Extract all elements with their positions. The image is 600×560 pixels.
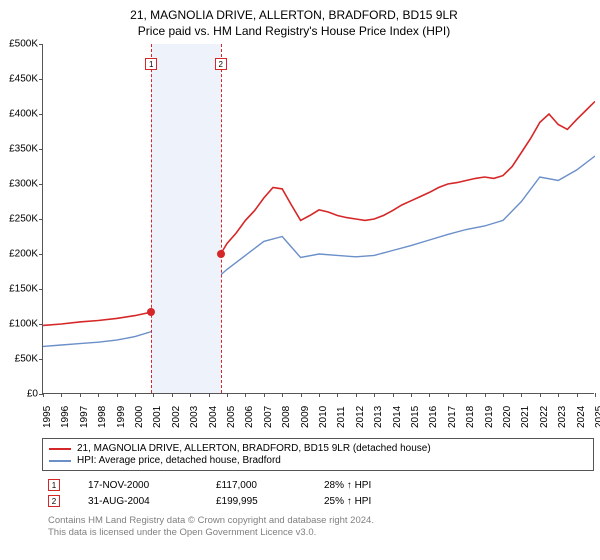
footer-line1: Contains HM Land Registry data © Crown c… — [48, 515, 588, 527]
y-tick-label: £200K — [9, 249, 38, 260]
sale-marker-line — [221, 44, 222, 393]
y-tick-label: £100K — [9, 319, 38, 330]
x-tick-label: 2025 — [594, 406, 600, 428]
legend-swatch — [49, 460, 71, 462]
transaction-hpi-delta: 28% ↑ HPI — [324, 480, 371, 491]
sale-point-dot — [147, 308, 155, 316]
title-subtitle: Price paid vs. HM Land Registry's House … — [0, 24, 588, 38]
x-tick-label: 2021 — [520, 406, 531, 428]
legend-label: 21, MAGNOLIA DRIVE, ALLERTON, BRADFORD, … — [77, 443, 431, 454]
x-tick-label: 2015 — [410, 406, 421, 428]
transaction-marker: 2 — [48, 495, 60, 507]
x-tick-label: 2000 — [134, 406, 145, 428]
chart-container: 21, MAGNOLIA DRIVE, ALLERTON, BRADFORD, … — [0, 0, 600, 544]
x-tick-label: 2012 — [355, 406, 366, 428]
x-axis: 1995 1996 1997 1998 1999 2000 2001 2002 2003 2004… — [42, 396, 594, 432]
transaction-date: 31-AUG-2004 — [88, 496, 188, 507]
legend-swatch — [49, 448, 71, 450]
x-tick-label: 2020 — [502, 406, 513, 428]
x-tick-label: 1999 — [116, 406, 127, 428]
transaction-price: £117,000 — [216, 480, 296, 491]
y-tick-label: £350K — [9, 144, 38, 155]
sale-point-dot — [217, 250, 225, 258]
sale-marker-line — [151, 44, 152, 393]
transaction-row: 2 31-AUG-2004 £199,995 25% ↑ HPI — [42, 493, 594, 509]
y-tick-label: £250K — [9, 214, 38, 225]
y-axis: £0£50K£100K£150K£200K£250K£300K£350K£400… — [0, 44, 40, 394]
x-tick-label: 2024 — [576, 406, 587, 428]
x-tick-label: 1996 — [60, 406, 71, 428]
y-tick-label: £300K — [9, 179, 38, 190]
x-tick-label: 1997 — [79, 406, 90, 428]
x-tick-label: 2022 — [539, 406, 550, 428]
transaction-row: 1 17-NOV-2000 £117,000 28% ↑ HPI — [42, 477, 594, 493]
sale-marker-box: 1 — [145, 58, 157, 70]
legend-label: HPI: Average price, detached house, Brad… — [77, 455, 281, 466]
y-tick-label: £150K — [9, 284, 38, 295]
plot-area: £0£50K£100K£150K£200K£250K£300K£350K£400… — [42, 44, 594, 394]
y-tick-label: £450K — [9, 74, 38, 85]
sale-marker-box: 2 — [215, 58, 227, 70]
title-block: 21, MAGNOLIA DRIVE, ALLERTON, BRADFORD, … — [0, 8, 588, 38]
x-tick-label: 2016 — [428, 406, 439, 428]
legend: 21, MAGNOLIA DRIVE, ALLERTON, BRADFORD, … — [42, 438, 594, 471]
series-line-property — [43, 101, 595, 325]
x-tick-label: 1995 — [42, 406, 53, 428]
y-tick-label: £0 — [27, 389, 38, 400]
x-tick-label: 2005 — [226, 406, 237, 428]
title-address: 21, MAGNOLIA DRIVE, ALLERTON, BRADFORD, … — [0, 8, 588, 22]
footer: Contains HM Land Registry data © Crown c… — [42, 515, 594, 540]
x-tick-label: 2017 — [447, 406, 458, 428]
x-tick-label: 1998 — [97, 406, 108, 428]
x-tick-label: 2008 — [281, 406, 292, 428]
x-tick-label: 2019 — [484, 406, 495, 428]
legend-item: 21, MAGNOLIA DRIVE, ALLERTON, BRADFORD, … — [49, 443, 587, 454]
series-line-hpi — [43, 156, 595, 346]
x-tick-label: 2013 — [373, 406, 384, 428]
shaded-date-band — [151, 44, 221, 393]
x-tick-label: 2004 — [208, 406, 219, 428]
x-tick-label: 2006 — [244, 406, 255, 428]
x-tick-label: 2010 — [318, 406, 329, 428]
transaction-price: £199,995 — [216, 496, 296, 507]
x-tick-label: 2001 — [152, 406, 163, 428]
x-tick-label: 2014 — [392, 406, 403, 428]
x-tick-label: 2007 — [263, 406, 274, 428]
y-tick-label: £500K — [9, 39, 38, 50]
legend-item: HPI: Average price, detached house, Brad… — [49, 455, 587, 466]
footer-line2: This data is licensed under the Open Gov… — [48, 527, 588, 539]
y-tick-label: £50K — [15, 354, 38, 365]
transaction-date: 17-NOV-2000 — [88, 480, 188, 491]
x-tick-label: 2002 — [171, 406, 182, 428]
transaction-table: 1 17-NOV-2000 £117,000 28% ↑ HPI 2 31-AUG-200… — [42, 477, 594, 509]
x-tick-label: 2011 — [336, 406, 347, 428]
x-tick-label: 2003 — [189, 406, 200, 428]
x-tick-label: 2009 — [300, 406, 311, 428]
plot-svg — [43, 44, 595, 394]
x-tick-label: 2018 — [465, 406, 476, 428]
transaction-hpi-delta: 25% ↑ HPI — [324, 496, 371, 507]
y-tick-label: £400K — [9, 109, 38, 120]
x-tick-label: 2023 — [557, 406, 568, 428]
transaction-marker: 1 — [48, 479, 60, 491]
plot-inner: 12 — [42, 44, 594, 394]
